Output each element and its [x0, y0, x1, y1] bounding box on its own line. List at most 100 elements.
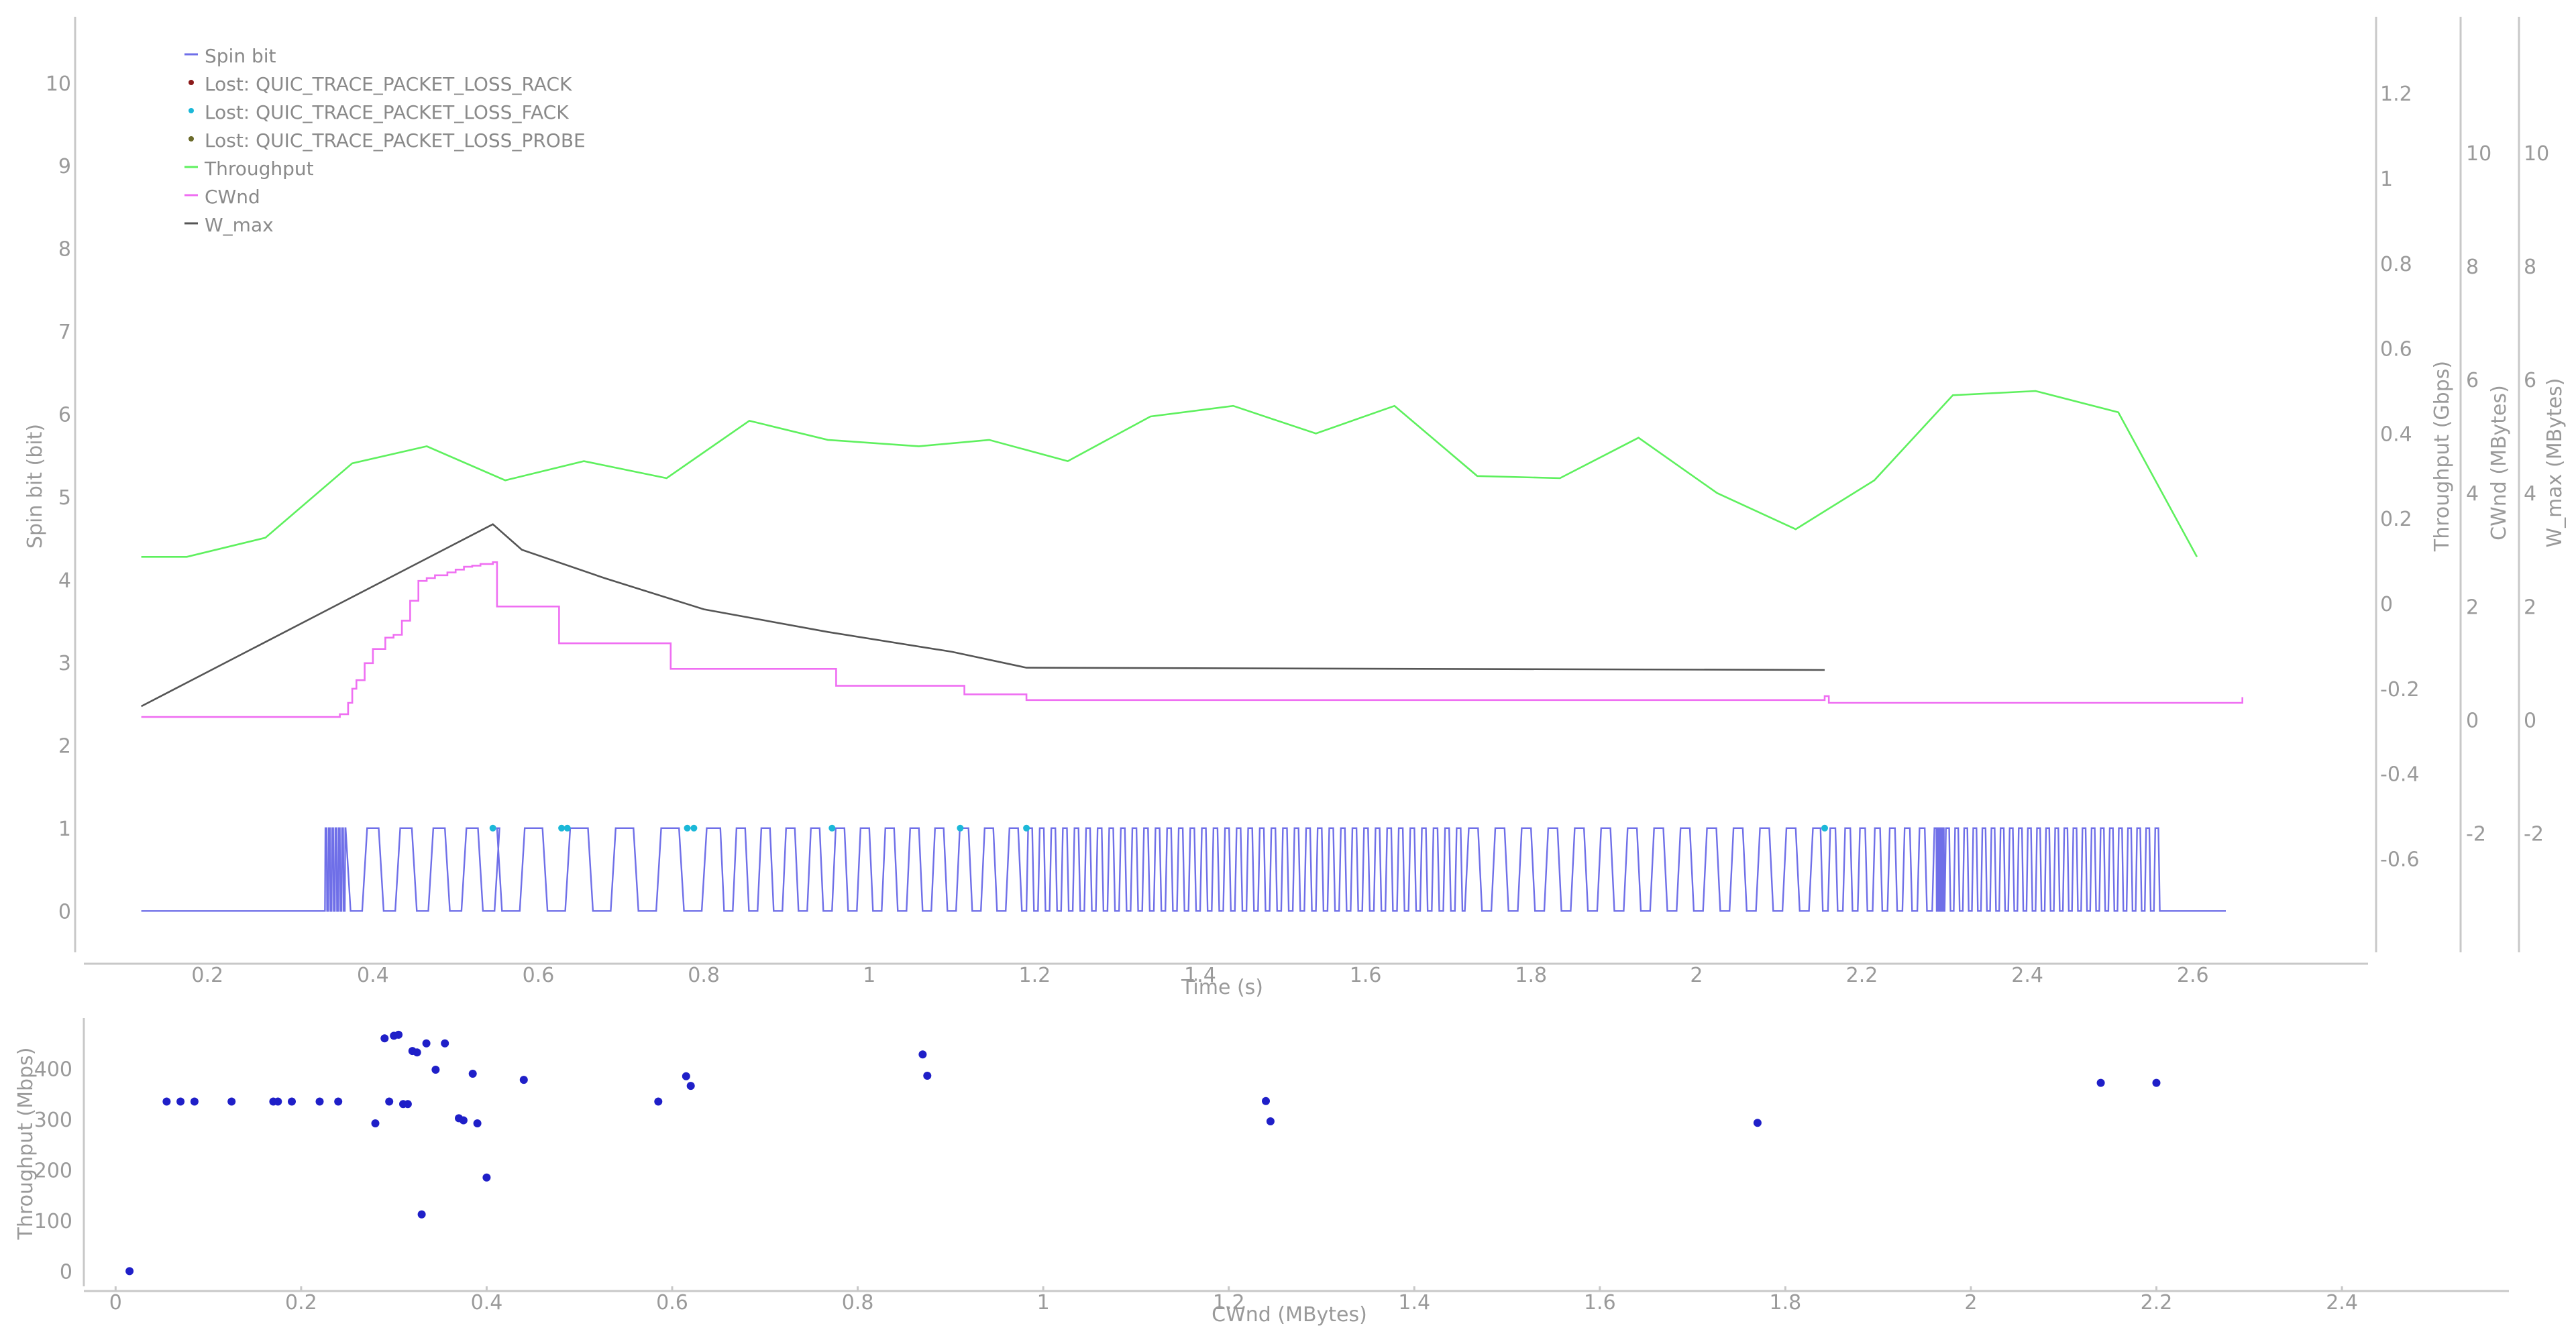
spin-axis-label: Spin bit (bit)	[23, 424, 47, 549]
scatter-x-tick-label: 0.8	[842, 1291, 874, 1314]
wmax-tick-label: 6	[2524, 369, 2536, 392]
scatter-x-tick-label: 1.6	[1584, 1291, 1616, 1314]
time-tick-label: 0.4	[357, 964, 389, 987]
legend-label-fack: Lost: QUIC_TRACE_PACKET_LOSS_FACK	[205, 101, 569, 123]
legend-label-probe: Lost: QUIC_TRACE_PACKET_LOSS_PROBE	[205, 129, 586, 152]
time-tick-label: 1.8	[1515, 964, 1547, 987]
cwnd-tick-label: -2	[2466, 822, 2486, 846]
scatter-x-tick-label: 0.2	[285, 1291, 317, 1314]
loss-fack-marker	[489, 824, 496, 832]
throughput-tick-label: 0.4	[2380, 423, 2412, 446]
scatter-point	[380, 1034, 389, 1043]
loss-fack-marker	[558, 824, 566, 832]
scatter-y-axis-label: Throughput (Mbps)	[14, 1048, 38, 1241]
loss-fack-marker	[1821, 824, 1828, 832]
scatter-point	[923, 1072, 932, 1080]
throughput-tick-label: 0	[2380, 593, 2393, 616]
scatter-x-tick-label: 2	[1964, 1291, 1977, 1314]
time-axis-label: Time (s)	[1181, 976, 1263, 999]
scatter-x-tick-label: 1	[1037, 1291, 1050, 1314]
legend-label-rack: Lost: QUIC_TRACE_PACKET_LOSS_RACK	[205, 73, 572, 95]
scatter-point	[1262, 1097, 1270, 1105]
scatter-y-tick-label: 400	[34, 1058, 72, 1081]
cwnd-tick-label: 2	[2466, 596, 2479, 619]
scatter-point	[422, 1039, 431, 1048]
throughput-tick-label: 1	[2380, 168, 2393, 191]
scatter-point	[413, 1048, 421, 1057]
scatter-point	[1753, 1119, 1762, 1127]
scatter-y-tick-label: 300	[34, 1109, 72, 1132]
wmax-tick-label: 10	[2524, 142, 2549, 166]
spin-tick-label: 4	[58, 569, 71, 592]
scatter-point	[686, 1082, 695, 1090]
wmax-tick-label: 0	[2524, 709, 2536, 732]
cwnd-series	[141, 561, 2243, 718]
throughput-series	[141, 390, 2198, 558]
loss-fack-marker	[564, 824, 571, 832]
wmax-tick-label: 2	[2524, 596, 2536, 619]
spin-tick-label: 5	[58, 486, 71, 510]
time-tick-label: 1	[863, 964, 875, 987]
scatter-point	[441, 1039, 449, 1048]
time-tick-label: 0.6	[523, 964, 555, 987]
time-tick-label: 1.6	[1350, 964, 1382, 987]
wmax-series	[141, 523, 1825, 708]
scatter-x-axis-label: CWnd (MBytes)	[1212, 1303, 1367, 1327]
scatter-x-tick-label: 0.4	[471, 1291, 503, 1314]
scatter-x-tick-label: 2.4	[2326, 1291, 2358, 1314]
wmax-tick-label: 4	[2524, 482, 2536, 506]
scatter-point	[519, 1076, 528, 1084]
time-tick-label: 0.8	[688, 964, 720, 987]
spin-tick-label: 10	[46, 72, 71, 96]
loss-fack-marker	[1023, 824, 1030, 832]
scatter-point	[417, 1210, 426, 1219]
legend-swatch-rack	[189, 80, 194, 85]
throughput-tick-label: -0.2	[2380, 678, 2420, 702]
scatter-point	[1266, 1117, 1275, 1125]
scatter-point	[315, 1097, 324, 1106]
spin-tick-label: 0	[58, 900, 71, 923]
scatter-point	[682, 1072, 690, 1080]
scatter-point	[162, 1097, 171, 1106]
time-tick-label: 2.4	[2011, 964, 2043, 987]
loss-fack-marker	[684, 824, 691, 832]
wmax-axis-label: W_max (MBytes)	[2543, 378, 2567, 547]
scatter-point	[431, 1066, 440, 1074]
scatter-x-tick-label: 0	[109, 1291, 122, 1314]
wmax-tick-label: -2	[2524, 822, 2544, 846]
scatter-y-tick-label: 100	[34, 1210, 72, 1233]
cwnd-tick-label: 6	[2466, 369, 2479, 392]
time-tick-label: 2.2	[1846, 964, 1878, 987]
cwnd-tick-label: 8	[2466, 256, 2479, 279]
scatter-point	[190, 1097, 199, 1106]
scatter-point	[125, 1267, 134, 1276]
time-tick-label: 2	[1690, 964, 1703, 987]
throughput-tick-label: -0.4	[2380, 763, 2420, 787]
cwnd-tick-label: 0	[2466, 709, 2479, 732]
spin-tick-label: 3	[58, 652, 71, 675]
spin-tick-label: 6	[58, 404, 71, 427]
scatter-y-tick-label: 200	[34, 1159, 72, 1182]
throughput-tick-label: 1.2	[2380, 82, 2412, 106]
scatter-x-tick-label: 1.2	[1213, 1291, 1245, 1314]
throughput-tick-label: 0.2	[2380, 508, 2412, 531]
scatter-point	[385, 1097, 394, 1106]
scatter-point	[176, 1097, 185, 1106]
throughput-tick-label: 0.8	[2380, 253, 2412, 276]
legend-label-spin: Spin bit	[205, 45, 276, 67]
spin-tick-label: 9	[58, 155, 71, 178]
legend-label-cwnd: CWnd	[205, 186, 260, 208]
legend-label-wmax: W_max	[205, 214, 274, 236]
legend-swatch-probe	[189, 136, 194, 142]
scatter-point	[468, 1070, 477, 1078]
throughput-axis-label: Throughput (Gbps)	[2430, 361, 2454, 552]
cwnd-axis-label: CWnd (MBytes)	[2487, 385, 2511, 541]
spin-bit-series	[141, 827, 2226, 912]
scatter-x-tick-label: 1.8	[1770, 1291, 1802, 1314]
time-tick-label: 2.6	[2177, 964, 2209, 987]
legend-swatch-fack	[189, 108, 194, 113]
spin-tick-label: 8	[58, 238, 71, 262]
spin-tick-label: 2	[58, 734, 71, 758]
